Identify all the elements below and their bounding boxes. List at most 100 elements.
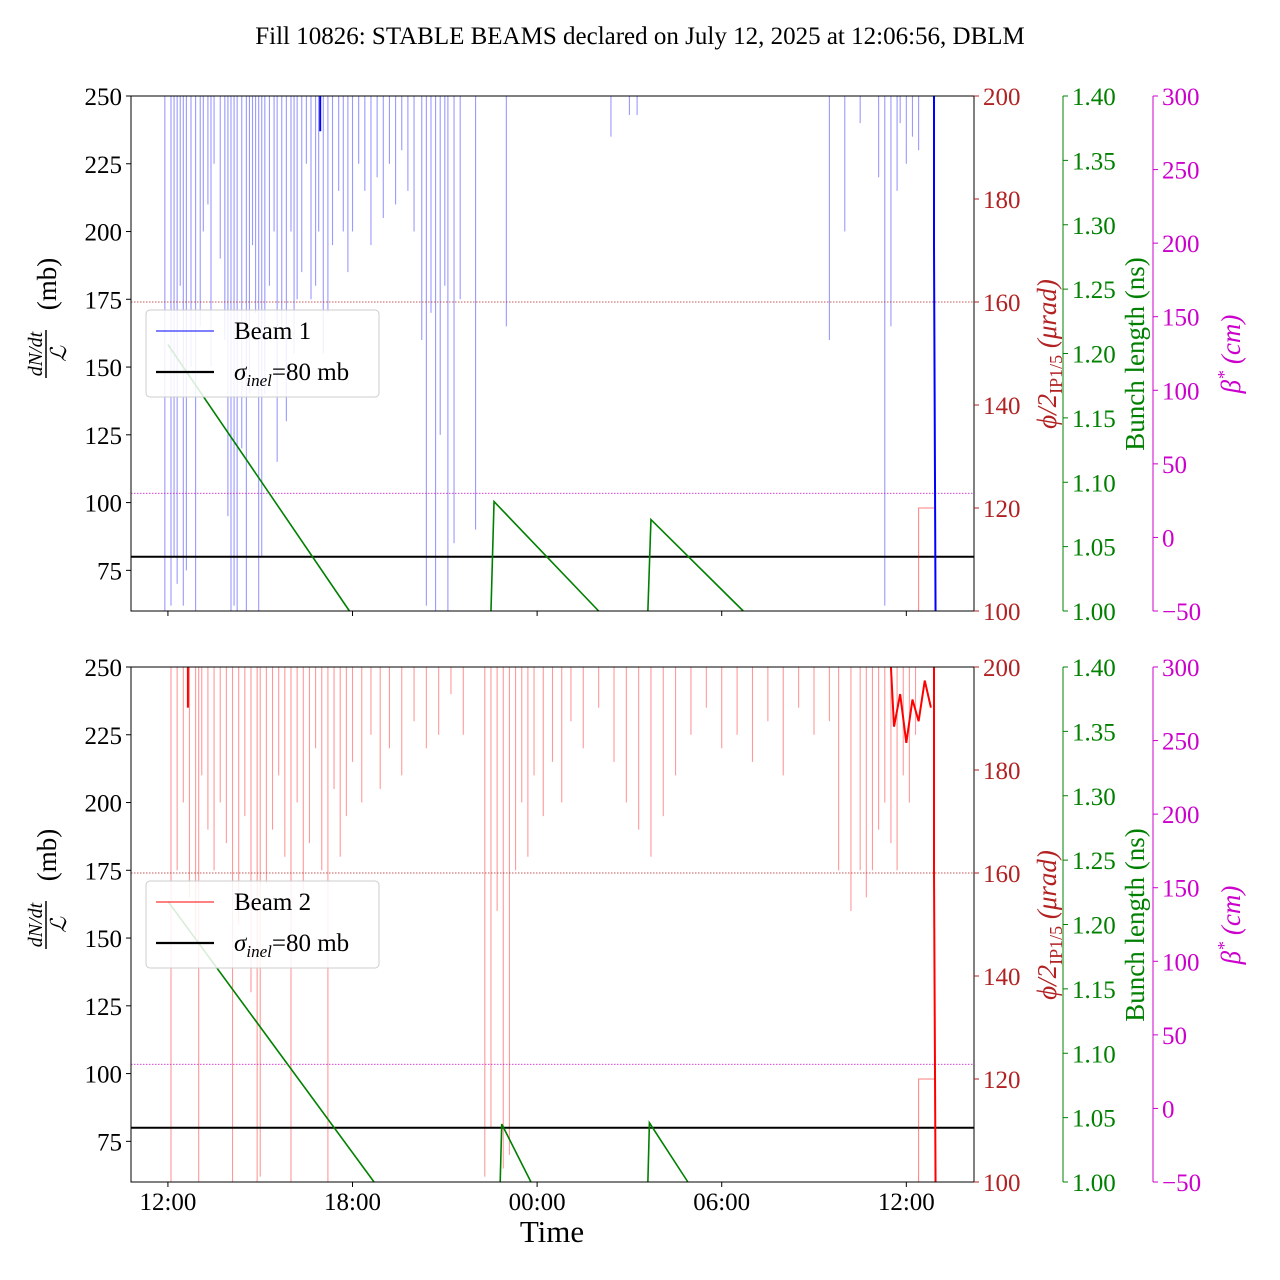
beam2-left-axis-label: dN/dt ℒ (mb) xyxy=(25,829,71,949)
beam1-crossing-axis-label: ϕ/2IP1/5 (μrad) xyxy=(1032,279,1066,429)
crossing-tick-label: 180 xyxy=(983,758,1021,785)
bunch-length-segment xyxy=(499,1123,532,1183)
left-tick-label: 250 xyxy=(85,84,123,111)
sigma-rest: =80 mb xyxy=(272,930,349,957)
crossing-tick-label: 120 xyxy=(983,496,1021,523)
left-label-numerator: dN/dt xyxy=(25,902,47,947)
beam1-x-ticks xyxy=(167,611,907,616)
left-tick-label: 175 xyxy=(85,858,123,885)
left-label-denominator: ℒ xyxy=(46,916,71,933)
bunch-tick-label: 1.15 xyxy=(1072,406,1116,433)
beta-tick-label: 150 xyxy=(1162,305,1200,332)
left-label-unit: (mb) xyxy=(32,258,62,310)
beta-tick-label: −50 xyxy=(1162,1170,1201,1197)
sigma-symbol: σ xyxy=(234,359,248,386)
crossing-label-unit: (μrad) xyxy=(1032,279,1062,355)
left-tick-label: 125 xyxy=(85,994,123,1021)
bunch-tick-label: 1.05 xyxy=(1072,1106,1116,1133)
x-tick-label: 00:00 xyxy=(509,1189,566,1216)
legend-box xyxy=(145,309,380,398)
bunch-length-segment xyxy=(647,517,744,612)
beta-tick-label: 50 xyxy=(1162,452,1187,479)
x-tick-label: 06:00 xyxy=(693,1189,750,1216)
beam2-reference-lines xyxy=(131,872,974,1182)
crossing-tick-label: 140 xyxy=(983,393,1021,420)
sigma-sub: inel xyxy=(246,942,272,961)
beam2-crossing-axis-label: ϕ/2IP1/5 (μrad) xyxy=(1032,850,1066,1000)
beam1-plot-frame xyxy=(130,95,975,612)
bunch-tick-label: 1.35 xyxy=(1072,148,1116,175)
bunch-tick-label: 1.25 xyxy=(1072,277,1116,304)
left-label-denominator: ℒ xyxy=(46,345,71,362)
beam2-x-ticks: 12:00 18:00 00:00 06:00 12:00 xyxy=(139,1182,935,1216)
beta-tick-label: 100 xyxy=(1162,949,1200,976)
crossing-tick-label: 200 xyxy=(983,655,1021,682)
beam-solid-segment xyxy=(933,96,937,612)
beta-tick-label: 300 xyxy=(1162,84,1200,111)
beam2-panel: 75 100 125 150 175 200 225 250 100 120 140 160 180 2… xyxy=(25,655,1246,1216)
bunch-tick-label: 1.25 xyxy=(1072,848,1116,875)
sigma-symbol: σ xyxy=(234,930,248,957)
left-tick-label: 125 xyxy=(85,423,123,450)
left-tick-label: 225 xyxy=(85,723,123,750)
left-tick-label: 100 xyxy=(85,491,123,518)
beta-tick-label: 0 xyxy=(1162,1096,1175,1123)
legend-sigma-label: σinel=80 mb xyxy=(234,359,349,390)
left-tick-label: 250 xyxy=(85,655,123,682)
legend-beam2-label: Beam 2 xyxy=(234,889,311,916)
left-tick-label: 200 xyxy=(85,791,123,818)
crossing-label-sub: IP1/5 xyxy=(1046,926,1066,965)
beam2-plot-frame xyxy=(130,666,975,1183)
beta-label-sup: * xyxy=(1214,942,1234,951)
step-trace xyxy=(918,507,935,611)
crossing-tick-label: 200 xyxy=(983,84,1021,111)
beam2-left-axis-ticks: 75 100 125 150 175 200 225 250 xyxy=(85,655,131,1156)
left-tick-label: 150 xyxy=(85,355,123,382)
crossing-label-main: ϕ/2 xyxy=(1032,394,1062,429)
beam2-legend: Beam 2 σinel=80 mb xyxy=(145,880,380,969)
beta-tick-label: −50 xyxy=(1162,599,1201,626)
sigma-sub: inel xyxy=(246,371,272,390)
beta-label-unit: (cm) xyxy=(1216,315,1246,371)
bunch-tick-label: 1.40 xyxy=(1072,84,1116,111)
legend-sigma-label: σinel=80 mb xyxy=(234,930,349,961)
crossing-label-sub: IP1/5 xyxy=(1046,355,1066,394)
crossing-label-main: ϕ/2 xyxy=(1032,965,1062,1000)
beta-label-sup: * xyxy=(1214,371,1234,380)
bunch-tick-label: 1.35 xyxy=(1072,719,1116,746)
chart-title: Fill 10826: STABLE BEAMS declared on Jul… xyxy=(255,23,1025,50)
beam1-left-axis-label: dN/dt ℒ (mb) xyxy=(25,258,71,378)
bunch-length-segment xyxy=(490,499,600,612)
crossing-tick-label: 100 xyxy=(983,1170,1021,1197)
step-trace xyxy=(918,1078,935,1182)
beam2-solid-trace xyxy=(186,666,937,1183)
beta-tick-label: 200 xyxy=(1162,231,1200,258)
beam1-panel: 75 100 125 150 175 200 225 250 100 120 140 160 180 2… xyxy=(25,84,1246,626)
beta-tick-label: 200 xyxy=(1162,802,1200,829)
x-axis-label: Time xyxy=(520,1214,584,1249)
beam2-beta-axis: −50 0 50 100 150 200 250 300 xyxy=(1152,655,1201,1197)
x-tick-label: 12:00 xyxy=(878,1189,935,1216)
beam2-bunch-axis-label: Bunch length (ns) xyxy=(1120,828,1150,1021)
beam1-crossing-axis: 100 120 140 160 180 200 xyxy=(974,84,1021,626)
beam1-bunch-axis-label: Bunch length (ns) xyxy=(1120,257,1150,450)
x-tick-label: 18:00 xyxy=(324,1189,381,1216)
bunch-tick-label: 1.40 xyxy=(1072,655,1116,682)
x-tick-label: 12:00 xyxy=(139,1189,196,1216)
beta-tick-label: 100 xyxy=(1162,378,1200,405)
beam-solid-segment xyxy=(933,667,937,1183)
beam2-beta-axis-label: β* (cm) xyxy=(1214,886,1246,966)
beta-tick-label: 0 xyxy=(1162,525,1175,552)
beta-tick-label: 300 xyxy=(1162,655,1200,682)
bunch-tick-label: 1.30 xyxy=(1072,213,1116,240)
bunch-tick-label: 1.15 xyxy=(1072,977,1116,1004)
bunch-tick-label: 1.20 xyxy=(1072,913,1116,940)
beam-solid-segment xyxy=(889,666,932,744)
bunch-tick-label: 1.20 xyxy=(1072,342,1116,369)
beam1-beta-axis: −50 0 50 100 150 200 250 300 xyxy=(1152,84,1201,626)
crossing-tick-label: 140 xyxy=(983,964,1021,991)
sigma-rest: =80 mb xyxy=(272,359,349,386)
beta-label-unit: (cm) xyxy=(1216,886,1246,942)
left-label-numerator: dN/dt xyxy=(25,331,47,376)
